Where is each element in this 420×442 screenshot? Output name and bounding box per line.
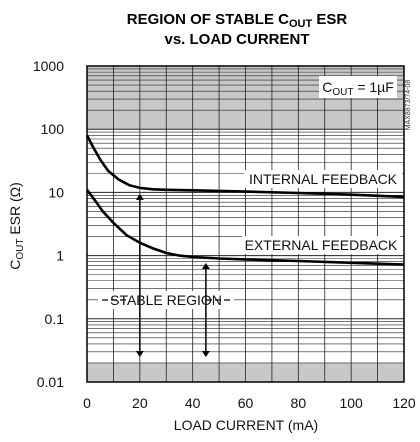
plot-frame [86,65,405,383]
internal-feedback-box [244,170,402,188]
series-line [85,189,405,266]
y-tick-label: 100 [41,121,65,137]
chart-title-line1: REGION OF STABLE COUT ESR [127,11,348,30]
arrowhead-up [135,193,144,200]
chart-title-line2: vs. LOAD CURRENT [164,31,309,48]
y-tick-label: 1000 [33,58,64,74]
x-tick-label: 80 [291,395,307,411]
cout-annotation: COUT = 1µF [322,79,394,98]
x-axis-label: LOAD CURRENT (mA) [174,417,318,433]
arrowhead-down [201,350,210,357]
y-tick-label: 10 [48,184,64,200]
internal-feedback-label: INTERNAL FEEDBACK [249,171,398,187]
x-tick-label: 20 [132,395,148,411]
arrowhead-down [135,350,144,357]
x-tick-label: 0 [83,395,91,411]
series-line [85,134,405,199]
y-tick-label: 0.1 [45,311,65,327]
cout-annotation-box [319,76,397,98]
y-tick-label: 0.01 [37,374,64,390]
x-tick-label: 40 [185,395,201,411]
external-feedback-label: EXTERNAL FEEDBACK [245,237,398,253]
stable-region-box [98,291,234,309]
external-feedback-box [242,236,400,254]
part-number: MAX8873/74-08 [405,80,412,131]
y-axis-label: COUT ESR (Ω) [7,182,26,270]
x-tick-label: 100 [339,395,363,411]
arrowhead-up [201,263,210,270]
x-tick-label: 120 [392,395,416,411]
stable-region-label: STABLE REGION [110,292,222,308]
x-tick-label: 60 [238,395,254,411]
y-tick-label: 1 [56,248,64,264]
